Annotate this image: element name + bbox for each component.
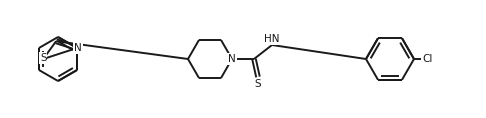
- Text: S: S: [255, 79, 261, 89]
- Text: N: N: [74, 43, 82, 53]
- Text: HN: HN: [264, 34, 280, 44]
- Text: S: S: [40, 53, 47, 63]
- Text: N: N: [228, 54, 236, 64]
- Text: Cl: Cl: [422, 54, 433, 64]
